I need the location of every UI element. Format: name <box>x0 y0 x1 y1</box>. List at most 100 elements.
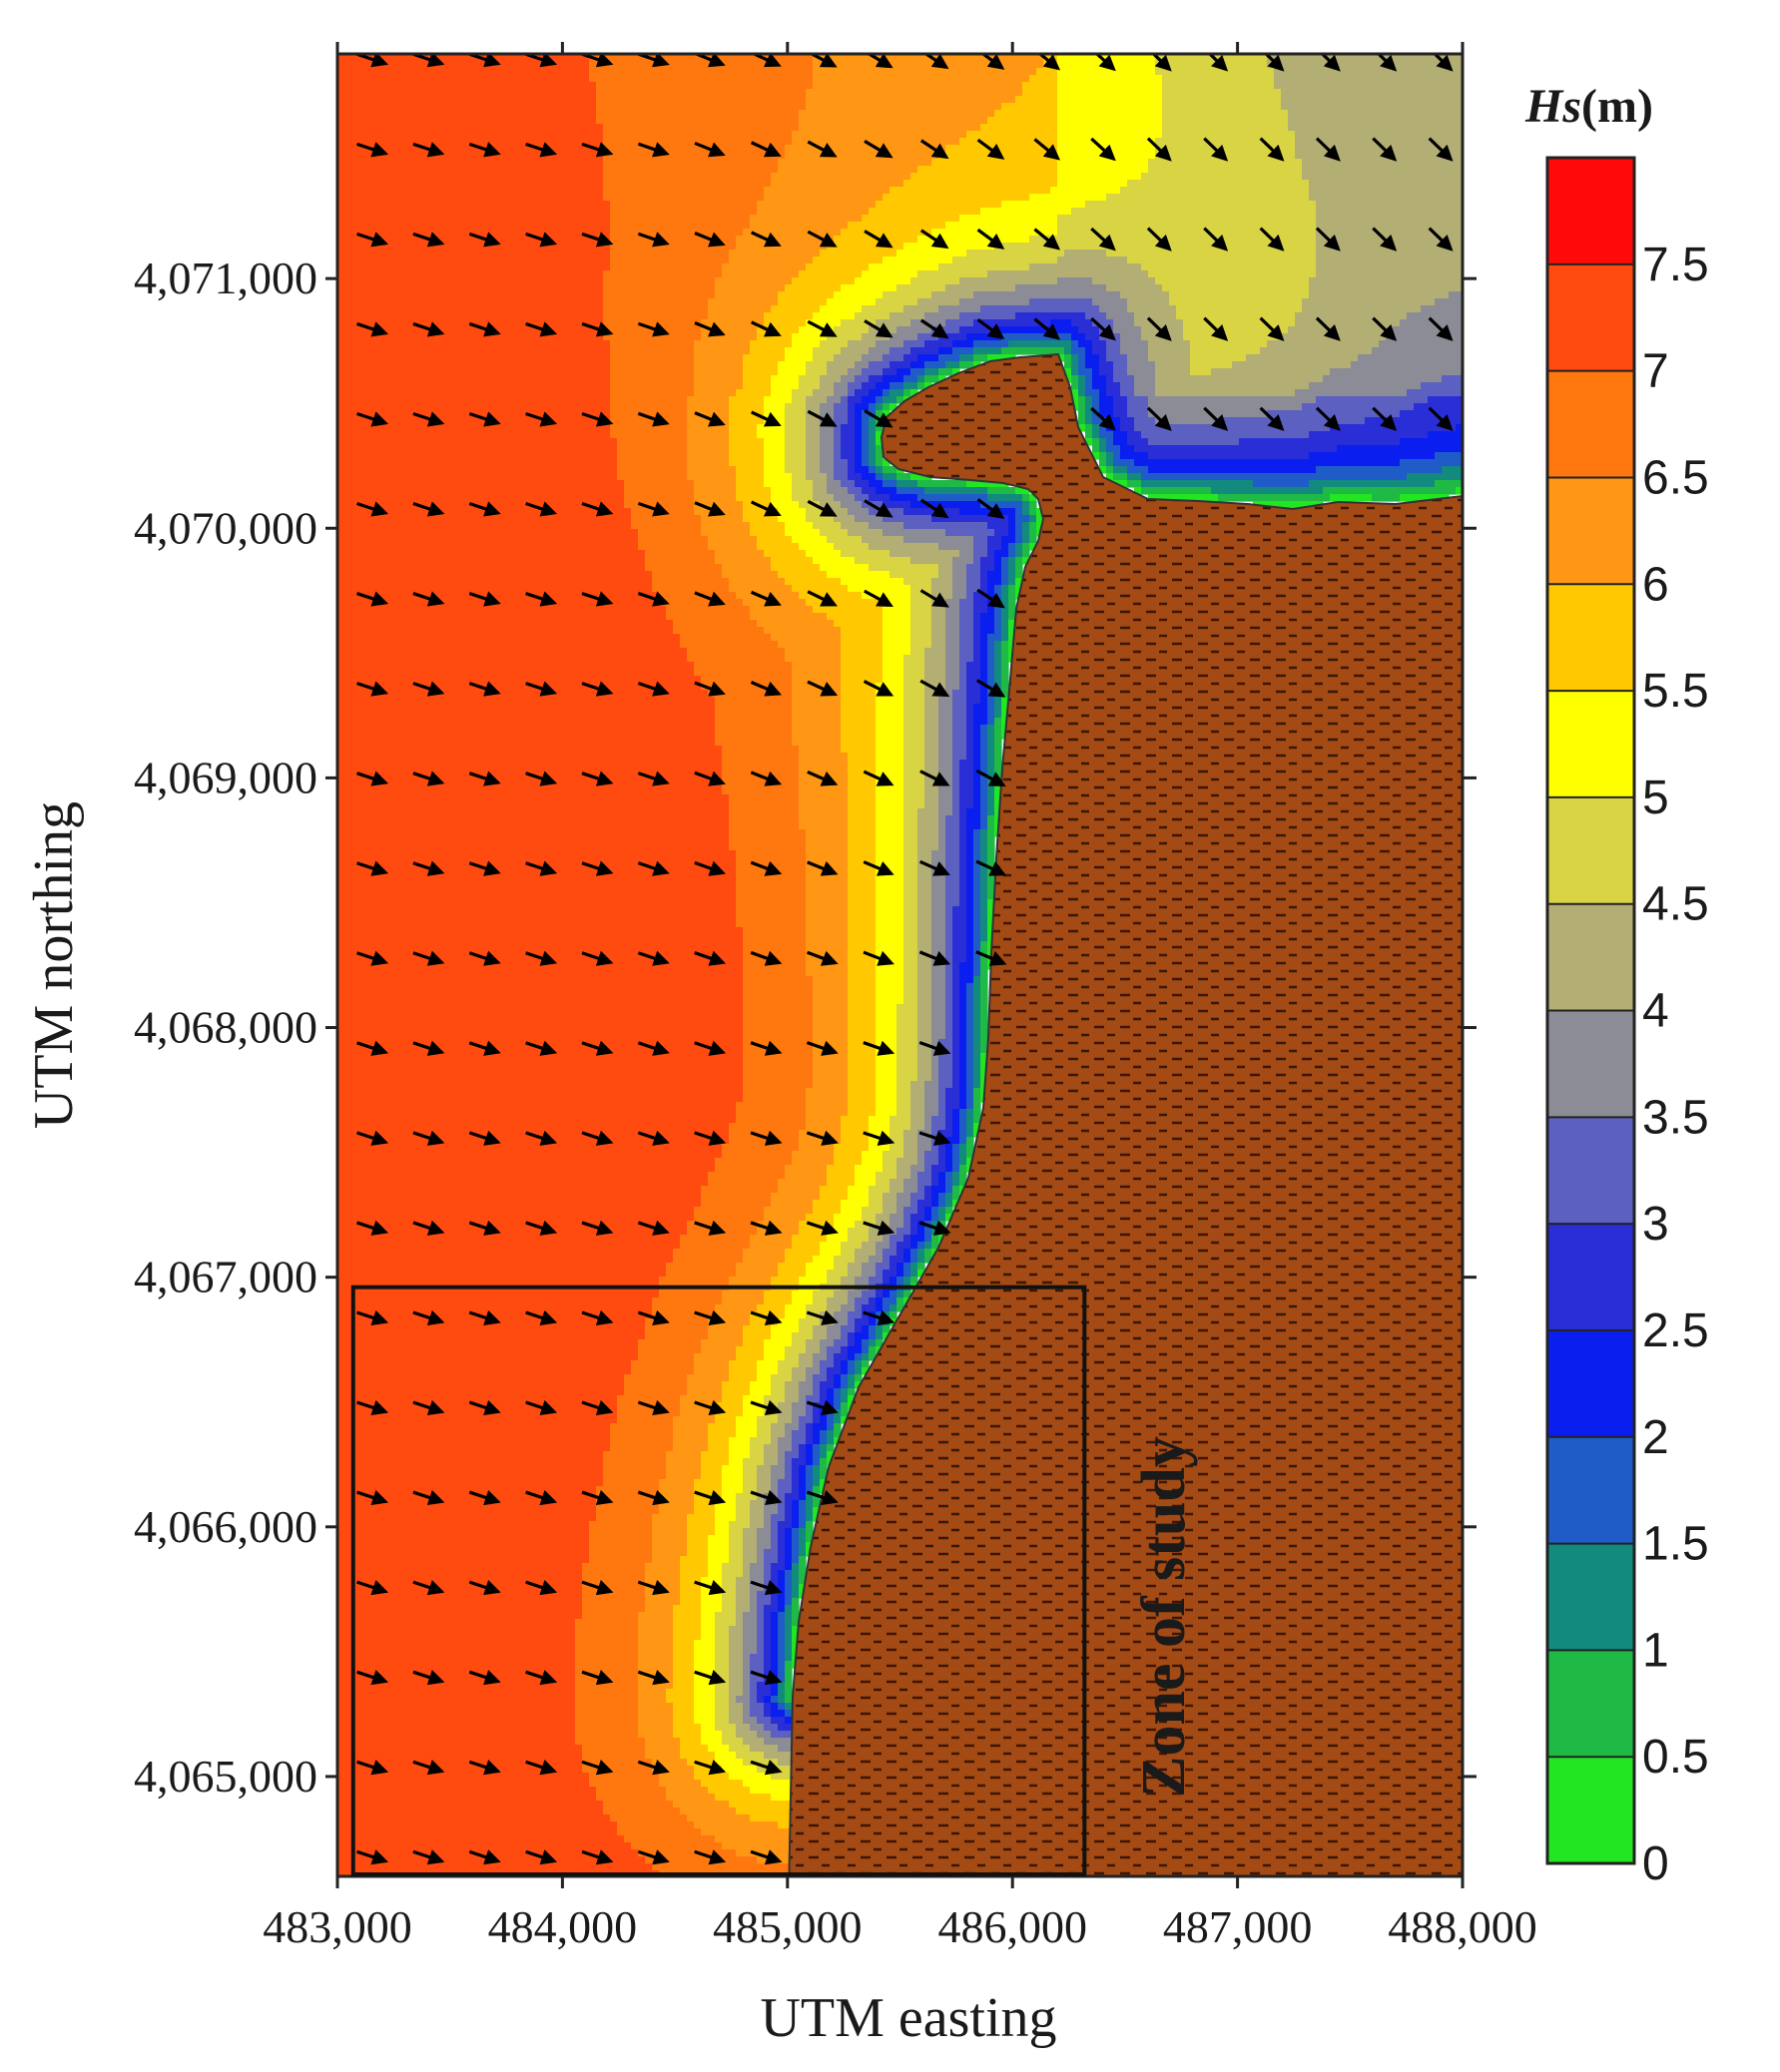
contour-cell <box>896 396 904 404</box>
contour-cell <box>792 131 967 139</box>
contour-cell <box>1022 543 1030 551</box>
contour-cell <box>848 774 877 781</box>
contour-cell <box>743 1032 814 1040</box>
contour-cell <box>862 1304 877 1312</box>
contour-cell <box>848 1395 856 1403</box>
contour-cell <box>966 871 974 879</box>
contour-cell <box>743 375 772 383</box>
wave-vector-arrow <box>1090 406 1116 431</box>
contour-cell <box>792 1535 800 1543</box>
contour-cell <box>980 815 988 823</box>
contour-cell <box>945 864 960 872</box>
wave-vector-arrow <box>356 1399 389 1416</box>
contour-cell <box>799 1542 807 1550</box>
contour-cell <box>652 1297 723 1305</box>
wave-vector-arrow <box>581 1849 614 1865</box>
contour-cell <box>973 711 988 719</box>
contour-cell <box>729 1647 744 1655</box>
contour-cell <box>876 1088 897 1096</box>
contour-cell <box>715 1703 730 1711</box>
contour-cell <box>862 1158 884 1166</box>
contour-cell <box>659 599 744 607</box>
contour-cell <box>876 1304 884 1312</box>
contour-cell <box>603 1472 667 1480</box>
contour-cell <box>589 1549 653 1557</box>
contour-cell <box>931 1123 946 1131</box>
contour-cell <box>945 920 953 928</box>
contour-cell <box>778 1186 821 1194</box>
contour-cell <box>876 201 1002 209</box>
contour-cell <box>687 396 730 404</box>
contour-cell <box>659 1277 730 1285</box>
contour-cell <box>876 927 904 935</box>
contour-cell <box>966 1158 974 1166</box>
contour-cell <box>337 326 604 334</box>
contour-cell <box>337 1773 590 1781</box>
contour-cell <box>945 1151 953 1159</box>
contour-cell <box>917 1004 932 1012</box>
contour-cell <box>896 1200 911 1208</box>
contour-cell <box>959 1067 967 1075</box>
contour-cell <box>966 885 974 893</box>
wave-vector-arrow <box>750 1579 783 1596</box>
contour-cell <box>848 1032 877 1040</box>
contour-cell <box>666 613 751 621</box>
contour-cell <box>827 1374 835 1382</box>
contour-cell <box>610 229 744 237</box>
contour-cell <box>610 1430 674 1438</box>
contour-cell <box>1183 326 1289 334</box>
contour-cell <box>952 732 967 740</box>
contour-cell <box>785 445 807 453</box>
contour-cell <box>1057 354 1065 362</box>
contour-cell <box>1316 229 1463 237</box>
contour-cell <box>743 1675 751 1683</box>
contour-cell <box>1029 529 1037 537</box>
contour-cell <box>729 1374 758 1382</box>
contour-cell <box>1015 585 1023 593</box>
contour-cell <box>862 215 960 223</box>
contour-cell <box>973 1032 981 1040</box>
contour-cell <box>771 1423 786 1431</box>
contour-cell <box>757 1647 765 1655</box>
contour-cell <box>1246 354 1359 362</box>
contour-cell <box>694 1367 730 1375</box>
contour-cell <box>959 885 967 893</box>
contour-cell <box>1148 340 1191 348</box>
contour-cell <box>973 536 988 544</box>
wave-vector-arrow <box>637 771 670 786</box>
contour-cell <box>743 1556 758 1564</box>
contour-cell <box>869 1200 884 1208</box>
contour-cell <box>743 969 807 977</box>
contour-cell <box>973 1053 981 1061</box>
wave-vector-arrow <box>750 141 782 158</box>
wave-vector-arrow <box>1203 406 1229 431</box>
contour-cell <box>673 1612 702 1620</box>
contour-cell <box>743 941 807 949</box>
contour-cell <box>806 941 849 949</box>
contour-cell <box>848 1109 877 1117</box>
contour-cell <box>736 850 807 858</box>
contour-cell <box>792 333 828 341</box>
contour-cell <box>799 375 821 383</box>
contour-cell <box>966 1088 974 1096</box>
contour-cell <box>785 1626 793 1634</box>
contour-cell <box>337 641 681 649</box>
contour-cell <box>938 354 960 362</box>
contour-cell <box>729 403 765 411</box>
contour-cell <box>694 1479 723 1487</box>
contour-cell <box>827 1165 856 1173</box>
contour-cell <box>966 690 981 698</box>
contour-cell <box>1078 403 1086 411</box>
contour-cell <box>952 976 960 984</box>
contour-cell <box>876 948 904 956</box>
contour-cell <box>917 1242 925 1250</box>
contour-cell <box>736 466 765 474</box>
contour-cell <box>1141 431 1310 439</box>
contour-cell <box>834 466 849 474</box>
contour-cell <box>743 1668 751 1676</box>
contour-cell <box>652 1304 716 1312</box>
contour-cell <box>337 592 660 600</box>
contour-cell <box>1113 431 1128 439</box>
contour-cell <box>910 1214 925 1222</box>
wave-vector-arrow <box>919 318 949 339</box>
